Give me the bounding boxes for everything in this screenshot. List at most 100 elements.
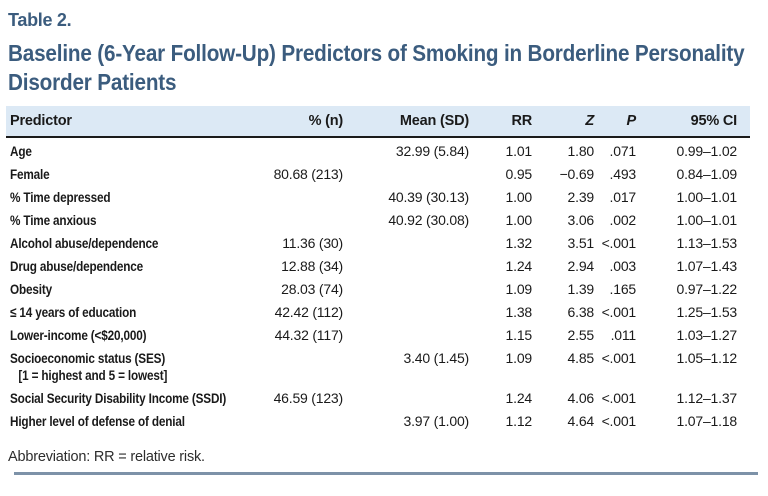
cell-pn: 11.36 (30) bbox=[282, 235, 343, 251]
table-row: Drug abuse/dependence 12.88 (34) 1.24 2.… bbox=[6, 255, 750, 278]
cell-predictor: % Time depressed bbox=[6, 186, 266, 209]
table-row: Alcohol abuse/dependence 11.36 (30) 1.32… bbox=[6, 232, 750, 255]
cell-predictor: Alcohol abuse/dependence bbox=[6, 232, 266, 255]
cell-mean-sd bbox=[348, 255, 474, 278]
table-row: Socioeconomic status (SES) [1 = highest … bbox=[6, 347, 750, 387]
predictor-label: % Time depressed bbox=[10, 189, 111, 205]
cell-rr: 0.95 bbox=[505, 166, 533, 182]
column-header-ci: 95% CI bbox=[641, 106, 750, 138]
column-header-predictor: Predictor bbox=[6, 106, 266, 138]
cell-ci: 0.97–1.22 bbox=[676, 281, 738, 297]
cell-ci: 1.00–1.01 bbox=[676, 189, 738, 205]
table-row: Age 32.99 (5.84) 1.01 1.80 .071 0.99–1.0… bbox=[6, 137, 750, 163]
cell-z: 4.06 bbox=[567, 390, 595, 406]
cell-predictor: Female bbox=[6, 163, 266, 186]
table-row: % Time anxious 40.92 (30.08) 1.00 3.06 .… bbox=[6, 209, 750, 232]
cell-pn bbox=[266, 137, 348, 163]
cell-z: 4.85 bbox=[567, 350, 595, 366]
cell-predictor: Socioeconomic status (SES) [1 = highest … bbox=[6, 347, 266, 387]
cell-p: .017 bbox=[609, 189, 637, 205]
cell-mean-sd bbox=[348, 278, 474, 301]
cell-z: 1.39 bbox=[567, 281, 595, 297]
cell-z: 2.39 bbox=[567, 189, 595, 205]
cell-mean-sd bbox=[348, 232, 474, 255]
column-header-p: P bbox=[599, 106, 641, 138]
column-header-mean-sd: Mean (SD) bbox=[348, 106, 474, 138]
header-row: Predictor % (n) Mean (SD) RR Z P 95% CI bbox=[6, 106, 750, 138]
predictor-label: Obesity bbox=[10, 281, 52, 297]
predictor-label: Drug abuse/dependence bbox=[10, 258, 144, 274]
cell-p: <.001 bbox=[601, 390, 637, 406]
predictors-table: Predictor % (n) Mean (SD) RR Z P 95% CI … bbox=[6, 106, 750, 433]
predictor-label: Higher level of defense of denial bbox=[10, 413, 185, 429]
page-title: Baseline (6-Year Follow-Up) Predictors o… bbox=[8, 40, 745, 95]
cell-predictor: Higher level of defense of denial bbox=[6, 410, 266, 433]
cell-pn: 12.88 (34) bbox=[281, 258, 343, 274]
table-row: Female 80.68 (213) 0.95 −0.69 .493 0.84–… bbox=[6, 163, 750, 186]
cell-rr: 1.15 bbox=[505, 327, 533, 343]
cell-p: <.001 bbox=[601, 235, 637, 251]
cell-ci: 1.25–1.53 bbox=[676, 304, 738, 320]
cell-mean-sd bbox=[348, 301, 474, 324]
cell-p: .002 bbox=[609, 212, 637, 228]
column-header-pn: % (n) bbox=[266, 106, 348, 138]
cell-mean-sd: 40.39 (30.13) bbox=[388, 189, 469, 205]
predictor-label: Lower-income (<$20,000) bbox=[10, 327, 147, 343]
table-row: Social Security Disability Income (SSDI)… bbox=[6, 387, 750, 410]
cell-predictor: Obesity bbox=[6, 278, 266, 301]
cell-predictor: Age bbox=[6, 137, 266, 163]
cell-z: 2.94 bbox=[567, 258, 595, 274]
cell-p: <.001 bbox=[601, 304, 637, 320]
cell-mean-sd bbox=[348, 163, 474, 186]
cell-pn bbox=[266, 209, 348, 232]
cell-ci: 1.07–1.18 bbox=[676, 413, 738, 429]
cell-ci: 1.03–1.27 bbox=[676, 327, 738, 343]
cell-mean-sd: 40.92 (30.08) bbox=[388, 212, 469, 228]
cell-pn bbox=[266, 347, 348, 387]
cell-ci: 1.12–1.37 bbox=[676, 390, 738, 406]
cell-rr: 1.00 bbox=[505, 212, 533, 228]
cell-pn: 44.32 (117) bbox=[274, 327, 344, 343]
cell-p: .165 bbox=[609, 281, 637, 297]
cell-p: <.001 bbox=[601, 413, 637, 429]
predictor-label: ≤ 14 years of education bbox=[10, 304, 137, 320]
cell-p: .071 bbox=[609, 143, 637, 159]
cell-rr: 1.32 bbox=[505, 235, 533, 251]
cell-z: 3.06 bbox=[567, 212, 595, 228]
table-row: Higher level of defense of denial 3.97 (… bbox=[6, 410, 750, 433]
cell-rr: 1.09 bbox=[505, 281, 533, 297]
cell-predictor: ≤ 14 years of education bbox=[6, 301, 266, 324]
cell-pn: 46.59 (123) bbox=[273, 390, 344, 406]
table-row: Obesity 28.03 (74) 1.09 1.39 .165 0.97–1… bbox=[6, 278, 750, 301]
cell-predictor: Drug abuse/dependence bbox=[6, 255, 266, 278]
predictor-label: Female bbox=[10, 166, 50, 182]
cell-z: 4.64 bbox=[567, 413, 595, 429]
column-header-z: Z bbox=[537, 106, 599, 138]
abbreviation-footnote: Abbreviation: RR = relative risk. bbox=[8, 449, 205, 465]
cell-rr: 1.00 bbox=[505, 189, 533, 205]
cell-p: .003 bbox=[609, 258, 637, 274]
cell-mean-sd: 3.40 (1.45) bbox=[403, 350, 469, 366]
cell-pn: 80.68 (213) bbox=[273, 166, 344, 182]
cell-ci: 0.99–1.02 bbox=[676, 143, 738, 159]
bottom-rule bbox=[14, 472, 758, 475]
cell-p: <.001 bbox=[601, 350, 637, 366]
cell-pn: 42.42 (112) bbox=[274, 304, 344, 320]
cell-z: 3.51 bbox=[567, 235, 595, 251]
cell-predictor: % Time anxious bbox=[6, 209, 266, 232]
cell-mean-sd: 32.99 (5.84) bbox=[395, 143, 469, 159]
cell-mean-sd: 3.97 (1.00) bbox=[403, 413, 469, 429]
cell-z: −0.69 bbox=[559, 166, 595, 182]
cell-ci: 1.05–1.12 bbox=[676, 350, 738, 366]
cell-z: 2.55 bbox=[567, 327, 595, 343]
cell-pn bbox=[266, 186, 348, 209]
cell-rr: 1.24 bbox=[505, 390, 533, 406]
cell-p: .493 bbox=[609, 166, 637, 182]
predictor-label: % Time anxious bbox=[10, 212, 97, 228]
cell-pn bbox=[266, 410, 348, 433]
column-header-rr: RR bbox=[474, 106, 537, 138]
table-row: % Time depressed 40.39 (30.13) 1.00 2.39… bbox=[6, 186, 750, 209]
predictor-label: Alcohol abuse/dependence bbox=[10, 235, 159, 251]
cell-z: 1.80 bbox=[567, 143, 595, 159]
table-row: Lower-income (<$20,000) 44.32 (117) 1.15… bbox=[6, 324, 750, 347]
